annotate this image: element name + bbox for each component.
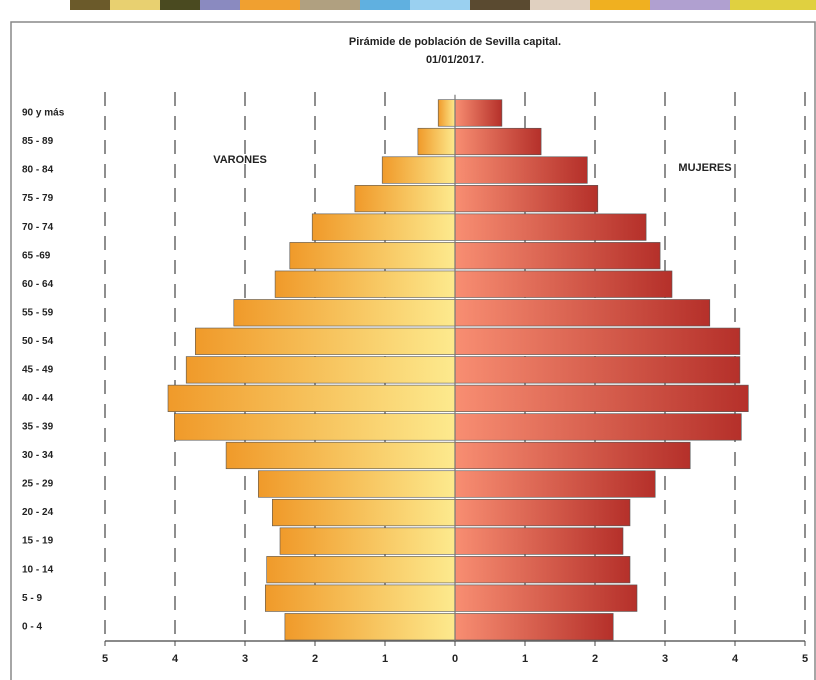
bar <box>454 99 503 127</box>
y-tick-label: 40 - 44 <box>22 393 54 404</box>
bar <box>167 384 456 412</box>
y-tick-label: 45 - 49 <box>22 364 54 375</box>
x-tick-label: 1 <box>522 653 528 665</box>
bar <box>454 584 638 612</box>
bar <box>354 185 456 213</box>
bar <box>279 527 456 555</box>
bar <box>225 441 456 470</box>
y-tick-label: 80 - 84 <box>22 165 54 176</box>
bar <box>381 156 456 184</box>
x-tick-label: 5 <box>102 653 108 665</box>
x-tick-label: 0 <box>452 653 458 665</box>
x-tick-label: 4 <box>172 653 179 665</box>
y-tick-label: 70 - 74 <box>22 222 54 233</box>
bar <box>271 498 456 527</box>
y-tick-label: 15 - 19 <box>22 536 54 547</box>
x-tick-label: 1 <box>382 653 388 665</box>
bar <box>195 327 456 355</box>
bar <box>266 556 456 584</box>
bar <box>174 413 456 441</box>
y-tick-label: 5 - 9 <box>22 593 42 604</box>
bar <box>454 242 661 270</box>
bar <box>454 185 599 213</box>
bar <box>454 527 624 555</box>
bar <box>454 556 631 584</box>
bar <box>454 470 656 498</box>
bar <box>274 270 456 298</box>
bar <box>454 299 711 327</box>
chart-subtitle: 01/01/2017. <box>426 54 484 66</box>
y-tick-label: 65 -69 <box>22 250 51 261</box>
bar <box>417 127 456 156</box>
bar <box>257 470 456 498</box>
series-label: VARONES <box>213 154 267 166</box>
bar <box>454 413 742 441</box>
bar <box>454 384 749 412</box>
y-tick-label: 55 - 59 <box>22 307 54 318</box>
x-tick-label: 4 <box>732 653 739 665</box>
bar <box>454 498 631 527</box>
y-tick-label: 0 - 4 <box>22 621 42 632</box>
y-tick-label: 35 - 39 <box>22 422 54 433</box>
series-label: MUJERES <box>678 162 731 174</box>
y-tick-label: 10 - 14 <box>22 564 54 575</box>
bar <box>454 441 691 470</box>
x-tick-label: 2 <box>312 653 318 665</box>
x-tick-label: 3 <box>242 653 248 665</box>
y-tick-label: 90 y más <box>22 108 65 119</box>
bar <box>454 127 542 156</box>
bar <box>437 99 456 127</box>
bar <box>264 584 456 612</box>
bar <box>454 213 647 241</box>
bar <box>454 270 673 298</box>
y-tick-label: 85 - 89 <box>22 136 54 147</box>
bar <box>454 327 741 355</box>
x-tick-label: 2 <box>592 653 598 665</box>
bar <box>454 356 741 384</box>
bar <box>454 613 614 641</box>
x-tick-label: 5 <box>802 653 808 665</box>
bar <box>233 299 456 327</box>
y-tick-label: 30 - 34 <box>22 450 54 461</box>
bar <box>185 356 456 384</box>
chart-title: Pirámide de población de Sevilla capital… <box>349 36 561 48</box>
y-tick-label: 60 - 64 <box>22 279 54 290</box>
top-strip <box>70 0 816 10</box>
bar <box>289 242 456 270</box>
y-tick-label: 20 - 24 <box>22 507 54 518</box>
bar <box>311 213 456 241</box>
y-tick-label: 75 - 79 <box>22 193 54 204</box>
x-tick-label: 3 <box>662 653 668 665</box>
y-tick-label: 25 - 29 <box>22 479 54 490</box>
bar <box>284 613 456 641</box>
y-tick-label: 50 - 54 <box>22 336 54 347</box>
bar <box>454 156 588 184</box>
